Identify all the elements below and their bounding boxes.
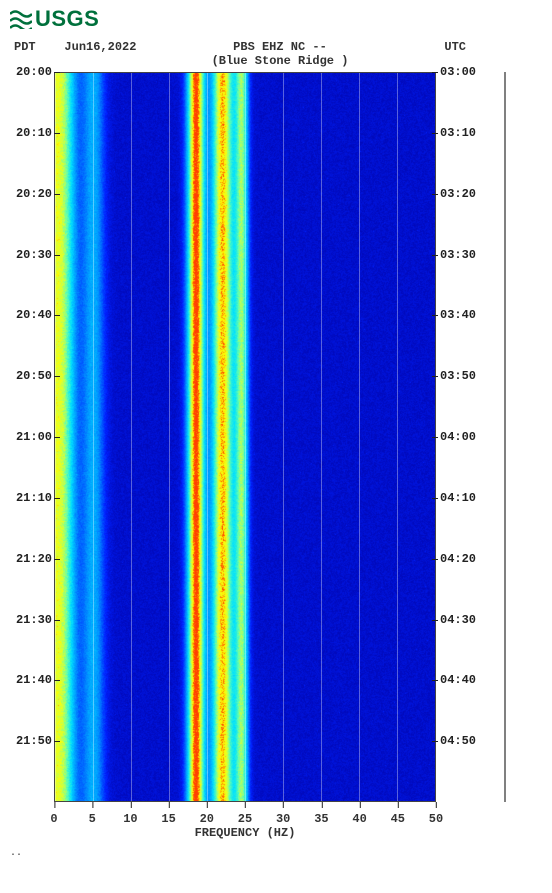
spectrogram-area <box>54 72 436 802</box>
x-axis: 05101520253035404550 FREQUENCY (HZ) <box>14 802 546 842</box>
ytick-left: 20:10 <box>16 126 52 140</box>
ytick-right: 03:20 <box>440 187 476 201</box>
xtick: 5 <box>89 812 96 826</box>
spectrogram-canvas <box>55 73 435 801</box>
xtick: 15 <box>161 812 175 826</box>
ytick-right: 04:10 <box>440 491 476 505</box>
ytick-right: 04:00 <box>440 430 476 444</box>
ytick-right: 04:30 <box>440 613 476 627</box>
xtick: 40 <box>352 812 366 826</box>
ytick-right: 03:30 <box>440 248 476 262</box>
xtick: 20 <box>200 812 214 826</box>
ytick-left: 20:30 <box>16 248 52 262</box>
ytick-right: 03:00 <box>440 65 476 79</box>
header-right-tz: UTC <box>444 40 466 54</box>
ytick-left: 20:20 <box>16 187 52 201</box>
header-right: UTC <box>369 40 546 68</box>
ytick-right: 03:10 <box>440 126 476 140</box>
header-left-tz: PDT <box>14 40 36 54</box>
ytick-right: 03:50 <box>440 369 476 383</box>
x-axis-ticks: 05101520253035404550 <box>54 802 436 822</box>
xtick: 30 <box>276 812 290 826</box>
colorbar-placeholder <box>504 72 506 802</box>
header-title-line2: (Blue Stone Ridge ) <box>191 54 368 68</box>
ytick-left: 20:40 <box>16 308 52 322</box>
ytick-left: 21:30 <box>16 613 52 627</box>
xtick: 35 <box>314 812 328 826</box>
ytick-right: 04:50 <box>440 734 476 748</box>
header-title-line1: PBS EHZ NC -- <box>191 40 368 54</box>
footer-dots: .. <box>10 848 552 859</box>
xtick: 10 <box>123 812 137 826</box>
xtick: 0 <box>50 812 57 826</box>
ytick-left: 21:20 <box>16 552 52 566</box>
x-axis-label: FREQUENCY (HZ) <box>54 826 436 840</box>
plot-header: PDT Jun16,2022 PBS EHZ NC -- (Blue Stone… <box>14 40 546 68</box>
header-left-date: Jun16,2022 <box>64 40 136 54</box>
ytick-right: 03:40 <box>440 308 476 322</box>
spectrogram-plot: 20:0020:1020:2020:3020:4020:5021:0021:10… <box>14 72 546 802</box>
ytick-left: 21:40 <box>16 673 52 687</box>
ytick-left: 21:50 <box>16 734 52 748</box>
xtick: 25 <box>238 812 252 826</box>
usgs-waves-icon <box>10 9 32 29</box>
usgs-logo-text: USGS <box>35 6 99 32</box>
header-title: PBS EHZ NC -- (Blue Stone Ridge ) <box>191 40 368 68</box>
ytick-left: 21:10 <box>16 491 52 505</box>
xtick: 45 <box>391 812 405 826</box>
ytick-left: 20:00 <box>16 65 52 79</box>
ytick-right: 04:40 <box>440 673 476 687</box>
ytick-left: 21:00 <box>16 430 52 444</box>
header-left: PDT Jun16,2022 <box>14 40 191 68</box>
usgs-logo: USGS <box>10 6 552 32</box>
ytick-right: 04:20 <box>440 552 476 566</box>
xtick: 50 <box>429 812 443 826</box>
ytick-left: 20:50 <box>16 369 52 383</box>
